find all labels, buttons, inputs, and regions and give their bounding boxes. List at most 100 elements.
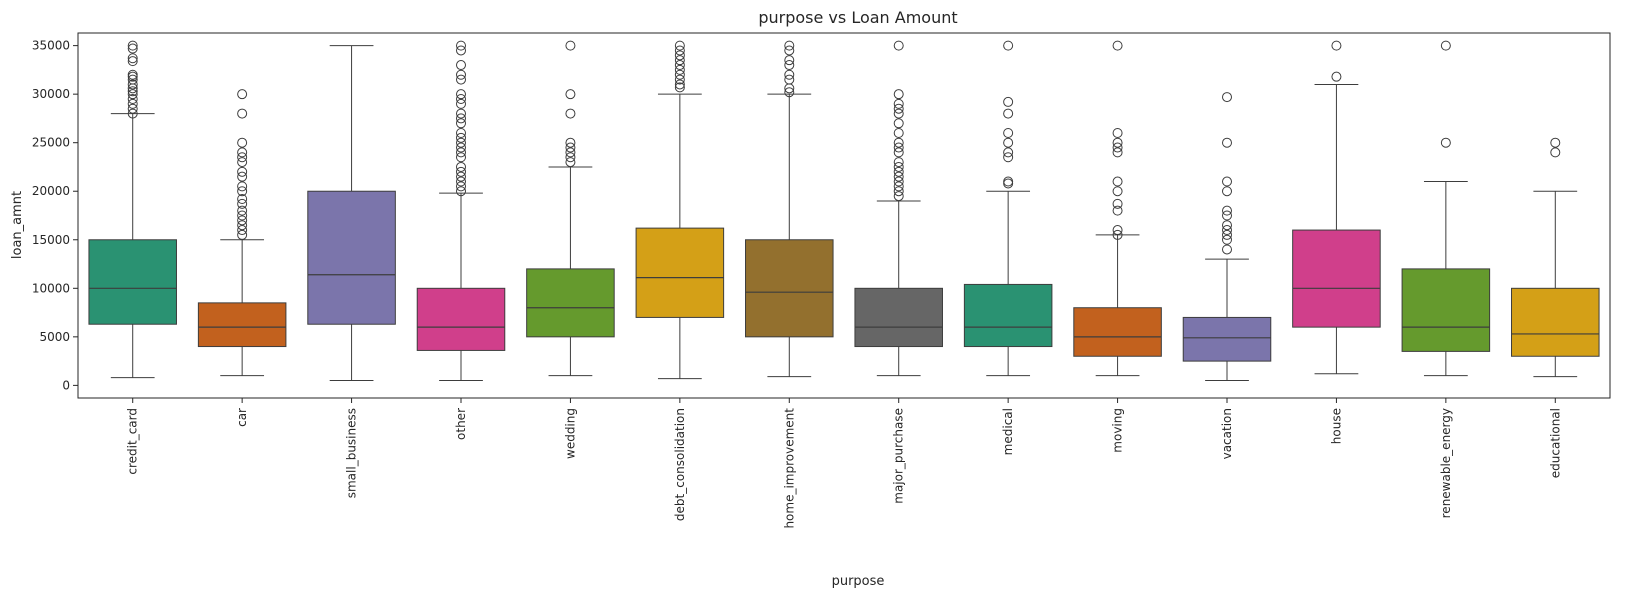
outlier-point (1003, 40, 1014, 51)
outlier-point (456, 74, 466, 85)
outlier-point (1331, 71, 1342, 82)
outlier-point (893, 118, 904, 129)
outlier-point (893, 108, 904, 119)
outlier-point (456, 171, 466, 182)
outlier-point (237, 89, 248, 100)
outlier-point (1222, 176, 1232, 187)
outlier-point (1112, 186, 1123, 197)
outlier-point (1112, 147, 1123, 158)
outlier-point (456, 69, 466, 80)
outlier-point (784, 87, 795, 98)
y-axis-label: loan_amnt (10, 191, 25, 259)
outlier-point (456, 166, 466, 177)
outlier-point (456, 60, 466, 71)
outlier-point (893, 166, 904, 177)
chart-title: purpose vs Loan Amount (758, 8, 957, 27)
x-tick-label: credit_card (126, 408, 140, 475)
outlier-point (1112, 205, 1123, 216)
outlier-point (784, 40, 795, 51)
outlier-point (1003, 108, 1014, 119)
outlier-point (674, 79, 685, 90)
y-tick-label: 15000 (32, 233, 70, 247)
outlier-point (127, 94, 138, 105)
y-tick-label: 20000 (32, 184, 70, 198)
x-tick-label: renewable_energy (1439, 408, 1453, 518)
outlier-point (237, 205, 248, 216)
outlier-point (1440, 40, 1451, 51)
outlier-point (237, 157, 248, 168)
box-renewable_energy (1401, 268, 1491, 352)
x-tick-label: other (454, 408, 468, 440)
outlier-point (893, 181, 904, 192)
outlier-point (127, 53, 138, 64)
outlier-point (456, 127, 466, 138)
outlier-point (893, 157, 904, 168)
outlier-point (1003, 147, 1014, 158)
outlier-point (1222, 225, 1232, 236)
box-house (1292, 229, 1381, 328)
outlier-point (1003, 176, 1014, 187)
x-tick-label: educational (1548, 408, 1562, 478)
plot-area: 0 5000 10000 15000 20000 25000 30000 35000 credi… (32, 39, 1600, 529)
outlier-point (1222, 234, 1232, 245)
box-medical (963, 283, 1053, 348)
outlier-point (456, 152, 466, 163)
box-educational (1511, 287, 1600, 357)
outlier-point (565, 157, 576, 168)
outlier-point (893, 186, 904, 197)
outlier-point (784, 60, 795, 71)
outlier-point (1222, 137, 1232, 148)
outlier-point (237, 152, 248, 163)
outlier-point (784, 55, 795, 66)
outlier-point (237, 147, 248, 158)
box-small_business (307, 190, 396, 325)
outlier-point (1550, 137, 1561, 148)
outlier-point (565, 152, 576, 163)
box-debt_consolidation (635, 227, 725, 318)
box-other (416, 287, 506, 351)
outlier-point (1003, 178, 1014, 189)
outlier-point (237, 181, 248, 192)
outlier-point (893, 142, 904, 153)
outlier-point (674, 45, 685, 56)
outlier-point (127, 79, 138, 90)
outlier-point (237, 210, 248, 221)
outlier-point (237, 193, 248, 204)
box-home_improvement (745, 239, 834, 338)
y-tick-label: 5000 (39, 330, 70, 344)
outlier-point (1222, 92, 1232, 103)
outlier-point (1112, 137, 1123, 148)
outlier-point (674, 74, 685, 85)
outlier-point (456, 147, 466, 158)
outlier-point (237, 108, 248, 119)
outlier-point (127, 103, 138, 114)
x-tick-label: major_purchase (892, 408, 906, 504)
outlier-point (893, 127, 904, 138)
outlier-point (237, 215, 248, 226)
x-tick-label: vacation (1220, 408, 1234, 459)
x-tick-label: debt_consolidation (673, 408, 687, 521)
outlier-point (456, 45, 466, 56)
outlier-point (127, 108, 138, 119)
outlier-point (237, 220, 248, 231)
outlier-point (456, 137, 466, 148)
outlier-point (456, 108, 466, 119)
outlier-point (674, 64, 685, 75)
outlier-point (893, 171, 904, 182)
outlier-point (1550, 147, 1561, 158)
outlier-point (237, 166, 248, 177)
outlier-point (1003, 127, 1014, 138)
box-vacation (1182, 316, 1272, 362)
y-tick-label: 25000 (32, 136, 70, 150)
x-tick-label: car (235, 408, 249, 427)
outlier-point (565, 89, 576, 100)
outlier-point (1003, 137, 1014, 148)
outlier-point (1112, 40, 1123, 51)
outlier-point (456, 94, 466, 105)
outlier-point (893, 89, 904, 100)
outlier-point (893, 98, 904, 109)
outlier-point (565, 142, 576, 153)
x-tick-label: wedding (563, 408, 577, 459)
